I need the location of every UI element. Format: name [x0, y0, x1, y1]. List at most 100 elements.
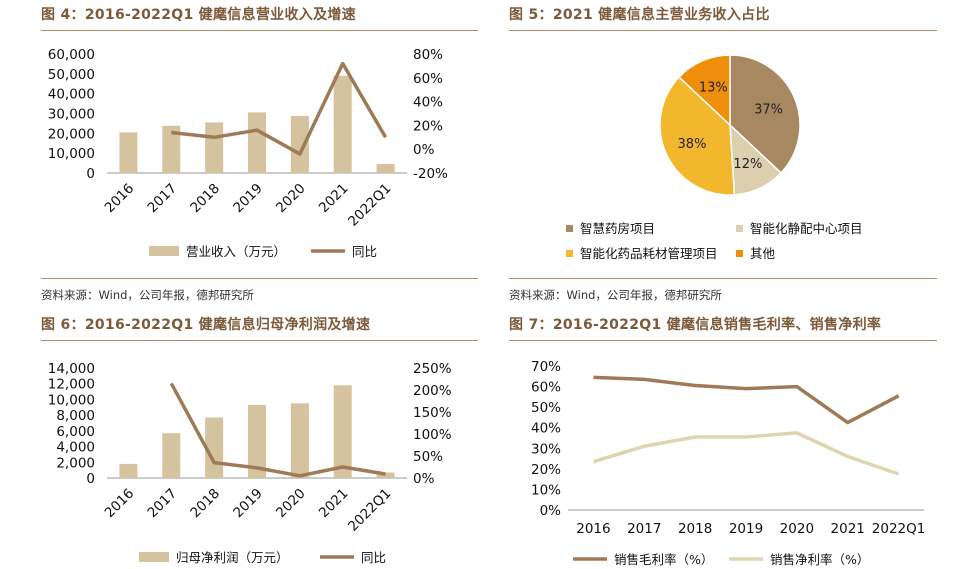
legend-swatch: [736, 225, 743, 232]
y-right-tick-label: 60%: [413, 71, 443, 87]
chart4-bottom-rule: [41, 278, 478, 279]
legend-label: 其他: [750, 246, 776, 261]
x-tick-label: 2022Q1: [872, 521, 926, 537]
y-tick-label: 60%: [531, 380, 561, 396]
y-right-tick-label: 200%: [413, 383, 452, 399]
x-tick-label: 2018: [187, 181, 223, 217]
x-tick-label: 2019: [230, 181, 266, 217]
x-tick-label: 2021: [316, 181, 352, 217]
y-right-tick-label: 250%: [413, 361, 452, 377]
y-tick-label: 70%: [531, 359, 561, 375]
y-left-tick-label: 0: [86, 471, 95, 487]
bar: [248, 404, 266, 478]
y-left-tick-label: 8,000: [56, 408, 95, 424]
pie-slice-label: 38%: [678, 137, 707, 152]
x-tick-label: 2017: [627, 521, 661, 537]
x-tick-label: 2018: [187, 486, 223, 522]
x-tick-label: 2017: [145, 486, 181, 522]
chart4-title-rule: [41, 30, 478, 31]
chart5-title-rule: [509, 30, 937, 31]
legend-swatch: [566, 250, 573, 257]
bar: [205, 122, 224, 173]
y-left-tick-label: 40,000: [48, 87, 95, 103]
legend-bar-swatch: [149, 246, 179, 256]
y-right-tick-label: 100%: [413, 427, 452, 443]
y-right-tick-label: 20%: [413, 118, 443, 134]
y-left-tick-label: 4,000: [56, 440, 95, 456]
bar: [162, 125, 181, 173]
chart4-title: 图 4：2016-2022Q1 健麾信息营业收入及增速: [41, 7, 356, 23]
x-tick-label: 2019: [230, 486, 266, 522]
legend-bar-label: 归母净利润（万元）: [176, 550, 289, 565]
x-tick-label: 2019: [729, 521, 763, 537]
bar: [376, 472, 395, 478]
chart5-source: 资料来源：Wind，公司年报，德邦研究所: [509, 288, 722, 302]
x-tick-label: 2016: [102, 486, 138, 522]
y-right-tick-label: 80%: [413, 47, 443, 63]
series-line: [593, 375, 900, 425]
y-right-tick-label: 0%: [413, 471, 435, 487]
y-left-tick-label: 50,000: [48, 67, 95, 83]
series-line: [592, 431, 900, 476]
chart7-title: 图 7：2016-2022Q1 健麾信息销售毛利率、销售净利率: [509, 317, 882, 333]
y-right-tick-label: 50%: [413, 449, 443, 465]
bar: [376, 164, 395, 173]
x-tick-label: 2021: [831, 521, 865, 537]
pie-slice-label: 12%: [733, 157, 762, 172]
y-left-tick-label: 14,000: [48, 361, 95, 377]
bar: [333, 385, 352, 478]
y-right-tick-label: 0%: [413, 142, 435, 158]
legend-swatch: [566, 225, 573, 232]
bar: [333, 75, 352, 173]
bar: [290, 403, 309, 478]
y-left-tick-label: 20,000: [48, 126, 95, 142]
legend-line-label: 同比: [352, 244, 377, 259]
y-tick-label: 20%: [531, 462, 561, 478]
chart4-source: 资料来源：Wind，公司年报，德邦研究所: [41, 288, 254, 302]
legend-line-label: 同比: [361, 550, 386, 565]
legend-label: 智能化药品耗材管理项目: [580, 246, 718, 261]
pie-slice: [677, 54, 731, 127]
pie-slice: [729, 54, 801, 174]
y-left-tick-label: 10,000: [48, 392, 95, 408]
y-left-tick-label: 6,000: [56, 424, 95, 440]
bar: [119, 463, 138, 478]
x-tick-label: 2022Q1: [345, 181, 394, 230]
bar: [162, 433, 181, 478]
bar: [119, 132, 138, 173]
legend-label: 销售毛利率（%）: [614, 552, 713, 567]
x-tick-label: 2021: [316, 486, 352, 522]
y-left-tick-label: 30,000: [48, 107, 95, 123]
y-tick-label: 40%: [531, 421, 561, 437]
chart6-title: 图 6：2016-2022Q1 健麾信息归母净利润及增速: [41, 317, 371, 333]
x-tick-label: 2020: [273, 486, 309, 522]
y-left-tick-label: 0: [86, 166, 95, 182]
chart5-title: 图 5：2021 健麾信息主营业务收入占比: [509, 7, 770, 23]
y-left-tick-label: 12,000: [48, 377, 95, 393]
y-tick-label: 30%: [531, 441, 561, 457]
x-tick-label: 2022Q1: [345, 486, 394, 535]
chart6-title-rule: [41, 340, 478, 341]
growth-line: [171, 61, 388, 156]
y-right-tick-label: 150%: [413, 405, 452, 421]
y-tick-label: 10%: [531, 482, 561, 498]
legend-label: 智能化静配中心项目: [750, 221, 863, 236]
y-left-tick-label: 2,000: [56, 455, 95, 471]
y-tick-label: 0%: [540, 503, 562, 519]
y-tick-label: 50%: [531, 400, 561, 416]
chart7-margins: 0% 10% 20% 30% 40% 50% 60% 70% 2016 2017 2018 2019 2…: [531, 359, 926, 567]
pie-slice-label: 13%: [699, 80, 728, 95]
x-tick-label: 2020: [273, 181, 309, 217]
x-tick-label: 2017: [145, 181, 181, 217]
x-tick-label: 2018: [678, 521, 712, 537]
pie-slice-label: 37%: [754, 102, 783, 117]
chart4-revenue: 0 10,000 20,000 30,000 40,000 50,000 60,000 -20…: [48, 47, 448, 259]
bar: [248, 112, 266, 173]
legend-label: 销售净利率（%）: [770, 552, 869, 567]
y-right-tick-label: 40%: [413, 95, 443, 111]
legend-label: 智慧药房项目: [580, 221, 655, 236]
x-tick-label: 2016: [576, 521, 610, 537]
y-left-tick-label: 60,000: [48, 47, 95, 63]
